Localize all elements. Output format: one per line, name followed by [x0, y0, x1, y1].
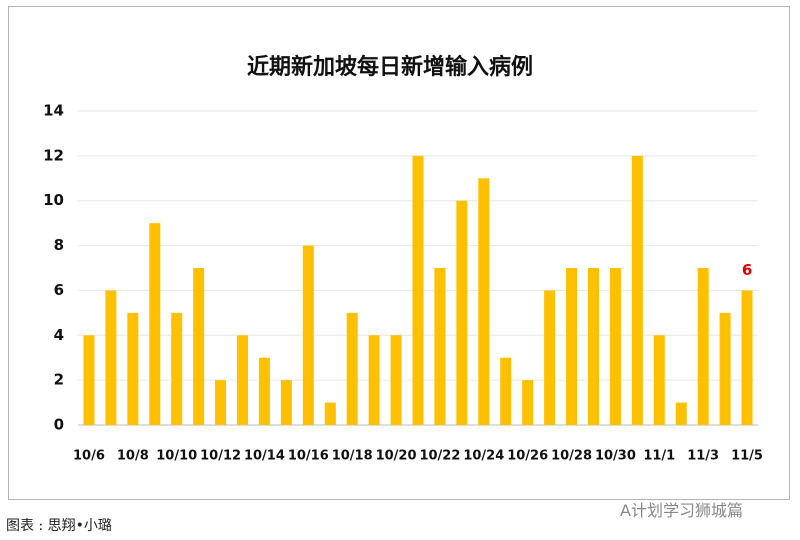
y-tick-label: 8 [54, 236, 64, 254]
bar [127, 312, 139, 425]
x-tick-label: 11/1 [643, 449, 675, 464]
bar [237, 335, 249, 425]
x-tick-label: 10/16 [288, 449, 329, 464]
bar [500, 357, 512, 425]
bar [193, 268, 205, 425]
bar [324, 402, 336, 425]
x-tick-label: 10/26 [507, 449, 548, 464]
y-tick-label: 4 [54, 326, 64, 344]
bar [171, 312, 183, 425]
bar [653, 335, 665, 425]
x-tick-label: 10/30 [595, 449, 636, 464]
y-tick-label: 2 [54, 371, 64, 389]
x-tick-label: 10/14 [244, 449, 285, 464]
bar [390, 335, 402, 425]
x-tick-label: 10/20 [376, 449, 417, 464]
bar [149, 223, 161, 425]
bar [478, 178, 490, 425]
bar [544, 290, 556, 425]
y-tick-label: 6 [54, 281, 64, 299]
bar [456, 200, 468, 425]
bar [587, 268, 599, 425]
bar [368, 335, 380, 425]
source-note: 图表 : 思翔•小璐 [6, 518, 112, 534]
y-tick-label: 14 [43, 102, 64, 120]
bar [412, 155, 424, 425]
bar [105, 290, 117, 425]
x-tick-label: 10/18 [332, 449, 373, 464]
x-tick-label: 11/5 [731, 449, 763, 464]
x-tick-label: 10/12 [200, 449, 241, 464]
bar [434, 268, 446, 425]
bar [741, 290, 753, 425]
bar [280, 380, 292, 425]
bar [675, 402, 687, 425]
y-tick-label: 10 [43, 191, 64, 209]
bar [302, 245, 314, 425]
watermark: A计划学习狮城篇 [620, 501, 743, 520]
x-tick-label: 10/28 [551, 449, 592, 464]
bar [609, 268, 621, 425]
bar [522, 380, 534, 425]
bar [215, 380, 227, 425]
x-tick-label: 10/10 [156, 449, 197, 464]
y-tick-label: 12 [43, 146, 64, 164]
bar [697, 268, 709, 425]
bar [346, 312, 358, 425]
data-label: 6 [742, 261, 752, 279]
x-tick-label: 10/8 [117, 449, 149, 464]
bar [719, 312, 731, 425]
x-tick-label: 11/3 [687, 449, 719, 464]
chart-title: 近期新加坡每日新增输入病例 [247, 54, 533, 80]
x-tick-label: 10/6 [73, 449, 105, 464]
x-tick-label: 10/24 [463, 449, 504, 464]
y-tick-label: 0 [54, 416, 64, 434]
bar [566, 268, 578, 425]
bar [258, 357, 270, 425]
bar [631, 155, 643, 425]
bar [83, 335, 95, 425]
x-tick-label: 10/22 [419, 449, 460, 464]
chart-frame [8, 6, 790, 500]
